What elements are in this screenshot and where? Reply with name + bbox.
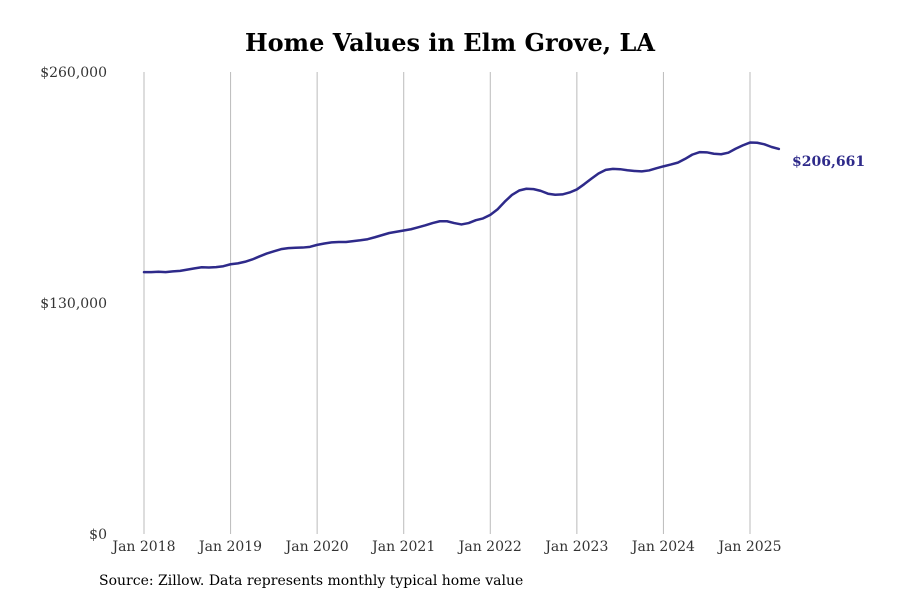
source-note: Source: Zillow. Data represents monthly … — [99, 573, 524, 589]
chart-title: Home Values in Elm Grove, LA — [244, 28, 656, 57]
series-layer — [142, 141, 781, 274]
end-value-label: $206,661 — [792, 154, 865, 170]
series-line — [142, 141, 781, 274]
gridlines — [143, 72, 751, 534]
x-tick-label: Jan 2022 — [457, 539, 522, 555]
x-axis-tick-labels: Jan 2018 Jan 2019 Jan 2020 Jan 2021 Jan 2022… — [110, 539, 781, 555]
x-tick-label: Jan 2021 — [370, 539, 435, 555]
x-tick-label: Jan 2023 — [543, 539, 608, 555]
x-tick-label: Jan 2018 — [110, 539, 175, 555]
y-tick-label: $0 — [89, 527, 107, 543]
y-axis-tick-labels: $0 $130,000 $260,000 — [40, 65, 107, 543]
x-tick-label: Jan 2019 — [197, 539, 262, 555]
y-tick-label: $130,000 — [40, 296, 107, 312]
x-tick-label: Jan 2020 — [284, 539, 349, 555]
x-tick-label: Jan 2025 — [716, 539, 781, 555]
y-tick-label: $260,000 — [40, 65, 107, 81]
x-tick-label: Jan 2024 — [630, 539, 695, 555]
